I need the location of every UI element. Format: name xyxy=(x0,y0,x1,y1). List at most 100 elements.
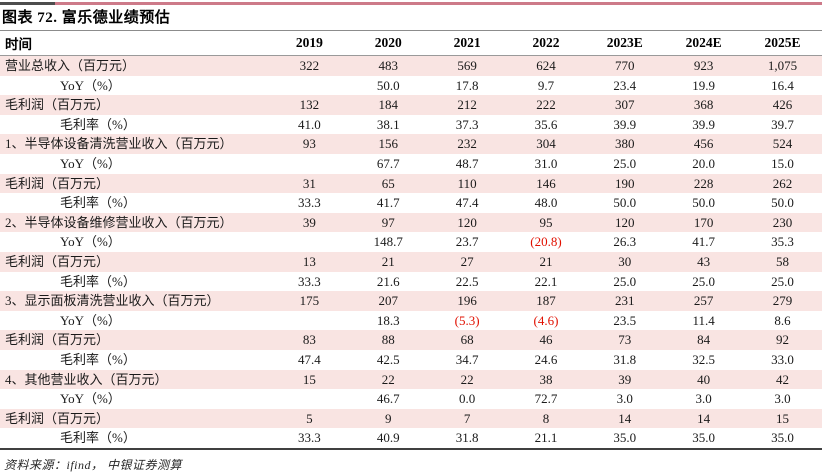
row-label: 毛利率（%） xyxy=(60,195,136,211)
table-row: 毛利润（百万元） 5 9 7 8 14 14 15 xyxy=(0,408,822,429)
table-row: 毛利率（%） 33.3 40.9 31.8 21.1 35.0 35.0 35.0 xyxy=(0,428,822,449)
value-cell: 22 xyxy=(460,371,474,387)
value-cell: 35.3 xyxy=(771,234,794,250)
value-cell: 15 xyxy=(776,410,790,426)
value-cell: 21 xyxy=(539,253,553,269)
value-cell: 222 xyxy=(536,97,556,113)
table-row: 2、半导体设备维修营业收入（百万元） 39 97 120 95 120 170 230 xyxy=(0,212,822,233)
value-cell: (20.8) xyxy=(530,234,562,250)
value-cell: 47.4 xyxy=(455,195,479,211)
value-cell: 42 xyxy=(776,371,790,387)
value-cell: 368 xyxy=(693,97,714,113)
value-cell: 22.1 xyxy=(534,273,558,289)
value-cell: 83 xyxy=(302,332,316,348)
value-cell: 31.0 xyxy=(534,155,558,171)
value-cell: 23.5 xyxy=(613,312,637,328)
value-cell xyxy=(270,389,349,409)
value-cell: 770 xyxy=(615,58,635,73)
value-cell: 1,075 xyxy=(767,58,798,73)
value-cell: 50.0 xyxy=(692,195,716,211)
value-cell: 132 xyxy=(299,97,320,113)
value-cell: 41.0 xyxy=(298,116,321,132)
value-cell: 31.8 xyxy=(455,430,479,446)
value-cell: 50.0 xyxy=(376,77,400,93)
value-cell: 380 xyxy=(615,136,635,152)
figure-title: 图表 72. 富乐德业绩预估 xyxy=(2,10,171,26)
row-label: 毛利润（百万元） xyxy=(5,175,110,191)
value-cell: 93 xyxy=(302,136,316,152)
year-column-header: 2024E xyxy=(685,35,722,50)
value-cell: 483 xyxy=(378,58,399,73)
value-cell: 3.0 xyxy=(774,391,791,407)
row-label: YoY（%） xyxy=(60,391,121,407)
value-cell: 23.7 xyxy=(455,234,479,250)
row-label: YoY（%） xyxy=(60,155,121,171)
value-cell: 9.7 xyxy=(537,77,555,93)
value-cell: 33.3 xyxy=(298,273,321,289)
value-cell: 50.0 xyxy=(613,195,637,211)
row-label: YoY（%） xyxy=(60,312,121,328)
table-row: YoY（%） 18.3 (5.3) (4.6) 23.5 11.4 8.6 xyxy=(0,310,822,331)
value-cell: 15.0 xyxy=(771,155,794,171)
table-row: 1、半导体设备清洗营业收入（百万元） 93 156 232 304 380 456 524 xyxy=(0,134,822,154)
value-cell: 35.6 xyxy=(534,116,558,132)
value-cell: 24.6 xyxy=(534,351,558,367)
value-cell: 37.3 xyxy=(455,116,479,132)
value-cell: 41.7 xyxy=(692,234,716,250)
row-label: 毛利润（百万元） xyxy=(5,410,110,426)
value-cell: 33.0 xyxy=(771,351,794,367)
value-cell: 18.3 xyxy=(376,312,400,328)
value-cell: 257 xyxy=(693,293,714,309)
row-label: 1、半导体设备清洗营业收入（百万元） xyxy=(5,136,233,152)
value-cell: 187 xyxy=(536,293,556,309)
value-cell: 21.1 xyxy=(534,430,558,446)
value-cell: 8 xyxy=(542,410,550,426)
value-cell: 14 xyxy=(697,410,711,426)
table-row: 营业总收入（百万元） 322 483 569 624 770 923 1,075 xyxy=(0,55,822,76)
value-cell: 25.0 xyxy=(771,273,794,289)
value-cell: 30 xyxy=(618,253,632,269)
value-cell: 58 xyxy=(776,253,790,269)
value-cell: 33.3 xyxy=(298,430,321,446)
value-cell: 84 xyxy=(697,332,711,348)
value-cell: 35.0 xyxy=(771,430,794,446)
value-cell: 230 xyxy=(772,214,793,230)
value-cell: 0.0 xyxy=(458,391,476,407)
value-cell: 16.4 xyxy=(771,77,794,93)
value-cell: 27 xyxy=(460,253,474,269)
value-cell: 46 xyxy=(539,332,553,348)
table-body: 营业总收入（百万元） 322 483 569 624 770 923 1,075 YoY（%） 5… xyxy=(0,55,822,449)
value-cell: 42.5 xyxy=(376,351,400,367)
row-label: 营业总收入（百万元） xyxy=(5,58,136,73)
row-label: 2、半导体设备维修营业收入（百万元） xyxy=(5,214,233,230)
value-cell: 68 xyxy=(460,332,474,348)
table-row: 3、显示面板清洗营业收入（百万元） 175 207 196 187 231 257 279 xyxy=(0,291,822,311)
value-cell: 170 xyxy=(693,214,714,230)
value-cell: 43 xyxy=(697,253,711,269)
value-cell: 31 xyxy=(302,175,316,191)
value-cell: 279 xyxy=(772,293,793,309)
value-cell: 17.8 xyxy=(455,77,479,93)
value-cell: 426 xyxy=(772,97,793,113)
value-cell: 31.8 xyxy=(613,351,637,367)
table-row: YoY（%） 46.7 0.0 72.7 3.0 3.0 3.0 xyxy=(0,389,822,409)
value-cell: 8.6 xyxy=(774,312,791,328)
year-column-header: 2019 xyxy=(295,35,323,50)
top-accent-rule xyxy=(0,2,822,5)
value-cell: 304 xyxy=(536,136,556,152)
value-cell: 7 xyxy=(463,410,471,426)
table-row: 4、其他营业收入（百万元） 15 22 22 38 39 40 42 xyxy=(0,369,822,390)
top-rule-rose-segment xyxy=(55,2,822,5)
value-cell: 67.7 xyxy=(376,155,400,171)
table-row: 毛利润（百万元） 31 65 110 146 190 228 262 xyxy=(0,173,822,194)
row-label: YoY（%） xyxy=(60,77,121,93)
value-cell: 228 xyxy=(693,175,714,191)
row-label: 毛利率（%） xyxy=(60,430,136,446)
value-cell: 110 xyxy=(457,175,477,191)
value-cell: 48.7 xyxy=(455,155,479,171)
value-cell: 3.0 xyxy=(695,391,712,407)
value-cell: 569 xyxy=(457,58,477,73)
table-row: YoY（%） 50.0 17.8 9.7 23.4 19.9 16.4 xyxy=(0,75,822,96)
value-cell: 231 xyxy=(615,293,635,309)
